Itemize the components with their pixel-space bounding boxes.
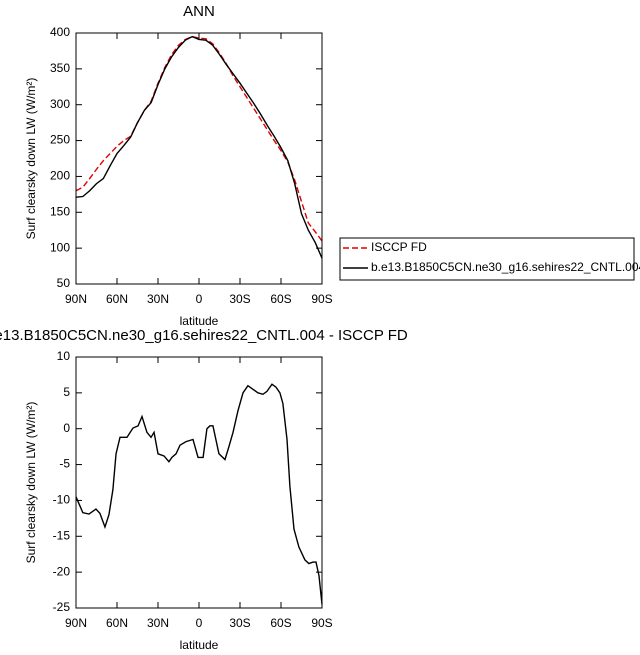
x-tick-label: 60S [270, 292, 291, 306]
x-axis-label: latitude [180, 314, 219, 328]
data-line [75, 35, 323, 259]
x-tick-label: 90N [65, 292, 87, 306]
y-tick-label: -5 [59, 457, 70, 471]
x-tick-label: 0 [196, 292, 203, 306]
y-tick-label: -20 [53, 564, 71, 578]
x-tick-label: 60S [270, 616, 291, 630]
y-tick-label: 0 [63, 421, 70, 435]
x-tick-label: 60N [106, 292, 128, 306]
x-tick-label: 90N [65, 616, 87, 630]
x-tick-label: 90S [311, 292, 332, 306]
chart-title: ANN [183, 3, 215, 20]
x-tick-label: 30N [147, 292, 169, 306]
y-tick-label: -15 [53, 528, 71, 542]
y-tick-label: -10 [53, 493, 71, 507]
y-axis-label: Surf clearsky down LW (W/m²) [24, 402, 38, 564]
x-axis-label: latitude [180, 638, 219, 652]
y-tick-label: 150 [50, 204, 70, 218]
y-tick-label: 250 [50, 133, 70, 147]
y-tick-label: 300 [50, 97, 70, 111]
legend-box [339, 237, 635, 281]
legend-label: b.e13.B1850C5CN.ne30_g16.sehires22_CNTL.… [371, 260, 640, 274]
legend-label: ISCCP FD [371, 240, 427, 254]
plot-frame [75, 356, 323, 609]
y-tick-label: 400 [50, 25, 70, 39]
y-tick-label: 50 [57, 276, 71, 290]
plot-frame [75, 32, 323, 285]
x-tick-label: 30S [229, 292, 250, 306]
data-line [75, 35, 323, 242]
y-tick-label: -25 [53, 600, 71, 614]
chart-title: .e13.B1850C5CN.ne30_g16.sehires22_CNTL.0… [0, 327, 408, 344]
x-tick-label: 30S [229, 616, 250, 630]
x-tick-label: 60N [106, 616, 128, 630]
x-tick-label: 0 [196, 616, 203, 630]
y-tick-label: 100 [50, 240, 70, 254]
y-tick-label: 5 [63, 385, 70, 399]
y-tick-label: 350 [50, 61, 70, 75]
data-line [75, 383, 323, 605]
x-tick-label: 90S [311, 616, 332, 630]
y-tick-label: 10 [57, 349, 71, 363]
x-tick-label: 30N [147, 616, 169, 630]
y-axis-label: Surf clearsky down LW (W/m²) [24, 78, 38, 240]
y-tick-label: 200 [50, 169, 70, 183]
